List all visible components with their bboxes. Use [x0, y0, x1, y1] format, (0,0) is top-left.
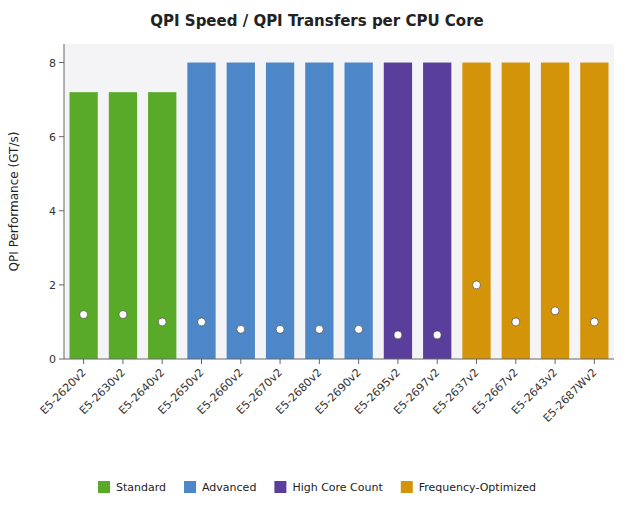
x-tick [594, 359, 595, 364]
legend-label: Advanced [202, 481, 256, 494]
x-axis-line [64, 359, 614, 360]
bar [384, 63, 412, 359]
bar [580, 63, 608, 359]
dot [473, 281, 481, 289]
legend-label: Standard [116, 481, 166, 494]
y-tick [59, 136, 64, 137]
legend-item: Frequency-Optimized [401, 481, 536, 494]
bar [541, 63, 569, 359]
dot [433, 331, 441, 339]
bar [502, 63, 530, 359]
x-tick [83, 359, 84, 364]
bar [148, 92, 176, 359]
title: QPI Speed / QPI Transfers per CPU Core [150, 12, 483, 30]
x-tick [358, 359, 359, 364]
legend-label: Frequency-Optimized [419, 481, 536, 494]
legend-item: Standard [98, 481, 166, 494]
x-tick [122, 359, 123, 364]
dot [198, 318, 206, 326]
x-tick [201, 359, 202, 364]
bar [227, 63, 255, 359]
y-tick-label: 4 [49, 205, 56, 218]
bar [70, 92, 98, 359]
legend-item: Advanced [184, 481, 256, 494]
dot [315, 325, 323, 333]
y-tick-label: 2 [49, 279, 56, 292]
x-tick [515, 359, 516, 364]
bar [345, 63, 373, 359]
dot [590, 318, 598, 326]
dot [119, 311, 127, 319]
dot [512, 318, 520, 326]
y-tick [59, 284, 64, 285]
y-axis-line [64, 44, 65, 359]
bar [305, 63, 333, 359]
bar [109, 92, 137, 359]
x-tick [280, 359, 281, 364]
x-tick-label: E5-2687Wv2 [541, 366, 600, 425]
legend: Standard Advanced High Core Count Frequency… [98, 481, 536, 494]
x-tick [319, 359, 320, 364]
legend-swatch [274, 481, 286, 493]
dot [394, 331, 402, 339]
legend-swatch [184, 481, 196, 493]
x-tick [555, 359, 556, 364]
bar [187, 63, 215, 359]
legend-label: High Core Count [292, 481, 383, 494]
x-tick [162, 359, 163, 364]
marks [70, 63, 609, 359]
bar [423, 63, 451, 359]
x-axis: E5-2620v2E5-2630v2E5-2640v2E5-2650v2E5-2… [38, 359, 614, 425]
y-axis: 0 2 4 6 8 QPI Performance (GT/s) [7, 44, 64, 366]
y-tick [59, 359, 64, 360]
y-tick-label: 0 [49, 353, 56, 366]
dot [158, 318, 166, 326]
x-tick [476, 359, 477, 364]
dot [237, 325, 245, 333]
y-tick-label: 8 [49, 57, 56, 70]
x-tick [240, 359, 241, 364]
bar [266, 63, 294, 359]
x-tick [397, 359, 398, 364]
dot [355, 325, 363, 333]
dot [551, 307, 559, 315]
y-tick [59, 210, 64, 211]
legend-swatch [401, 481, 413, 493]
bar [462, 63, 490, 359]
legend-item: High Core Count [274, 481, 383, 494]
chart: QPI Speed / QPI Transfers per CPU Core 0 2… [0, 0, 634, 509]
dot [276, 325, 284, 333]
y-tick-label: 6 [49, 131, 56, 144]
plot-area [64, 44, 614, 359]
y-tick [59, 62, 64, 63]
y-axis-label: QPI Performance (GT/s) [7, 132, 21, 272]
x-tick [437, 359, 438, 364]
dot [80, 311, 88, 319]
legend-swatch [98, 481, 110, 493]
